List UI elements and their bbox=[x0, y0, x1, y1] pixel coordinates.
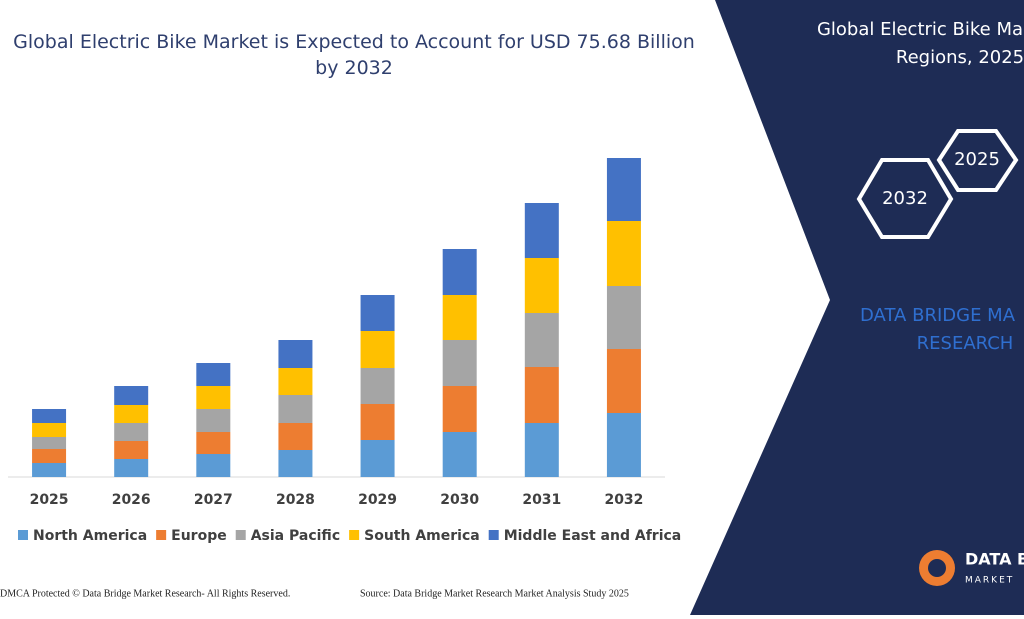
chart-title: Global Electric Bike Market is Expected … bbox=[13, 31, 695, 79]
bar-segment bbox=[196, 363, 231, 386]
logo-text: DATA B bbox=[965, 550, 1024, 569]
bar-segment bbox=[442, 249, 477, 295]
footer-right: Source: Data Bridge Market Research Mark… bbox=[360, 588, 629, 599]
bar-segment bbox=[196, 386, 231, 409]
bar-segment bbox=[32, 463, 67, 477]
legend-label: Europe bbox=[171, 528, 227, 544]
bar-segment bbox=[606, 158, 641, 221]
bar-segment bbox=[606, 221, 641, 286]
legend-label: South America bbox=[364, 528, 480, 544]
bar-segment bbox=[360, 440, 395, 477]
brand-text: RESEARCH bbox=[917, 333, 1014, 354]
hexagon bbox=[856, 158, 954, 239]
bar-segment bbox=[32, 409, 67, 423]
legend-swatch bbox=[18, 530, 28, 540]
x-tick-label: 2029 bbox=[358, 492, 397, 508]
footer-left: DMCA Protected © Data Bridge Market Rese… bbox=[0, 588, 290, 599]
bar-segment bbox=[360, 404, 395, 440]
bar-segment bbox=[32, 423, 67, 437]
chart-title-line: Global Electric Bike Market is Expected … bbox=[13, 31, 695, 53]
legend-swatch bbox=[488, 530, 499, 540]
bar-segment bbox=[442, 386, 477, 432]
bar-segment bbox=[196, 432, 231, 454]
bar-segment bbox=[524, 313, 559, 367]
side-panel-bg bbox=[690, 0, 1024, 615]
hexagon bbox=[936, 129, 1019, 192]
hex-label: 2032 bbox=[882, 188, 928, 209]
panel-title: Global Electric Bike Ma bbox=[817, 19, 1023, 40]
brand-text: DATA BRIDGE MA bbox=[860, 305, 1016, 326]
bar-segment bbox=[278, 340, 313, 368]
chart-title-line: by 2032 bbox=[315, 57, 393, 79]
bar-segment bbox=[32, 449, 67, 463]
bar-segment bbox=[196, 454, 231, 477]
bar-segment bbox=[114, 405, 149, 423]
bar-segment bbox=[442, 295, 477, 340]
bar-segment bbox=[278, 395, 313, 423]
legend-label: Middle East and Africa bbox=[504, 528, 682, 544]
bar-segment bbox=[360, 331, 395, 368]
legend-label: North America bbox=[33, 528, 147, 544]
x-tick-label: 2031 bbox=[522, 492, 561, 508]
bar-segment bbox=[278, 450, 313, 477]
bar-segment bbox=[442, 340, 477, 386]
bar-segment bbox=[524, 203, 559, 258]
bar-segment bbox=[32, 437, 67, 449]
bar-segment bbox=[114, 423, 149, 441]
bar-segment bbox=[114, 459, 149, 477]
bar-segment bbox=[442, 432, 477, 477]
bar-segment bbox=[606, 413, 641, 477]
legend-label: Asia Pacific bbox=[251, 528, 340, 544]
legend-swatch bbox=[235, 530, 246, 540]
legend-swatch bbox=[156, 530, 167, 540]
bar-segment bbox=[606, 349, 641, 413]
hex-label: 2025 bbox=[954, 149, 1000, 170]
logo-text: MARKET bbox=[965, 576, 1014, 586]
x-tick-label: 2030 bbox=[440, 492, 479, 508]
bar-segment bbox=[114, 441, 149, 459]
x-tick-label: 2026 bbox=[112, 492, 151, 508]
panel-title: Regions, 2025 bbox=[896, 47, 1024, 68]
bar-segment bbox=[114, 386, 149, 405]
bar-segment bbox=[524, 367, 559, 423]
bar-segment bbox=[196, 409, 231, 432]
bar-segment bbox=[278, 423, 313, 450]
bar-segment bbox=[524, 258, 559, 313]
logo-icon bbox=[928, 559, 946, 577]
x-tick-label: 2032 bbox=[604, 492, 643, 508]
bar-segment bbox=[278, 368, 313, 395]
x-tick-label: 2025 bbox=[30, 492, 69, 508]
bar-segment bbox=[524, 423, 559, 477]
x-tick-label: 2027 bbox=[194, 492, 233, 508]
bar-segment bbox=[606, 286, 641, 349]
x-tick-label: 2028 bbox=[276, 492, 315, 508]
bar-segment bbox=[360, 295, 395, 331]
legend-swatch bbox=[349, 530, 360, 540]
bar-segment bbox=[360, 368, 395, 404]
